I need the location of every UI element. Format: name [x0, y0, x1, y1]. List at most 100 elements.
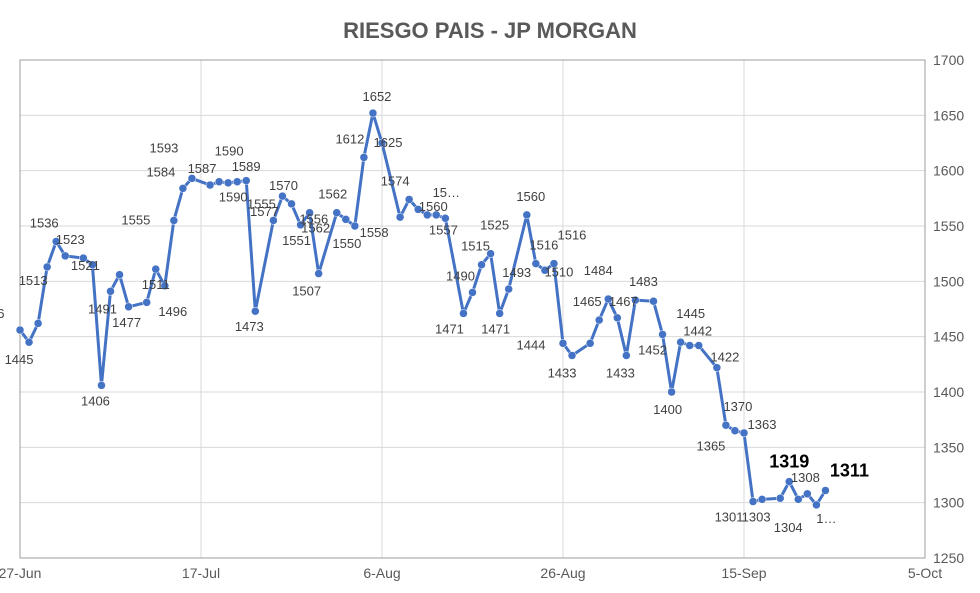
data-marker: [34, 319, 42, 327]
data-marker: [242, 177, 250, 185]
data-marker: [459, 309, 467, 317]
x-tick-label: 5-Oct: [908, 565, 942, 581]
x-tick-label: 6-Aug: [363, 565, 400, 581]
data-label: 1507: [292, 284, 321, 299]
chart-title: RIESGO PAIS - JP MORGAN: [343, 18, 637, 43]
data-label: 1513: [19, 273, 48, 288]
data-marker: [722, 421, 730, 429]
data-label: 1490: [446, 268, 475, 283]
data-marker: [233, 178, 241, 186]
data-label: 1558: [360, 225, 389, 240]
data-marker: [469, 288, 477, 296]
data-label: 1308: [791, 470, 820, 485]
data-label: 1550: [332, 236, 361, 251]
data-label: 15…: [433, 185, 460, 200]
data-marker: [278, 192, 286, 200]
data-marker: [812, 501, 820, 509]
data-label: 1562: [318, 187, 347, 202]
data-label: 1422: [710, 350, 739, 365]
data-marker: [170, 216, 178, 224]
y-tick-label: 1400: [933, 384, 964, 400]
data-marker: [369, 109, 377, 117]
x-tick-label: 17-Jul: [182, 565, 220, 581]
data-marker: [143, 298, 151, 306]
data-marker: [650, 297, 658, 305]
data-label: 1521: [71, 258, 100, 273]
data-label: 1515: [461, 239, 490, 254]
y-tick-label: 1650: [933, 107, 964, 123]
data-label: 1590: [219, 190, 248, 205]
data-marker: [523, 211, 531, 219]
data-label: 1433: [548, 365, 577, 380]
data-marker: [505, 285, 513, 293]
data-marker: [16, 326, 24, 334]
data-marker: [215, 178, 223, 186]
data-label: 1493: [502, 265, 531, 280]
data-marker: [441, 214, 449, 222]
data-label: 1456: [0, 306, 4, 321]
data-label: 1477: [112, 315, 141, 330]
data-marker: [695, 342, 703, 350]
data-marker: [360, 153, 368, 161]
data-marker: [405, 195, 413, 203]
data-marker: [794, 495, 802, 503]
data-label: 1593: [149, 140, 178, 155]
chart-container: 1250130013501400145015001550160016501700…: [0, 0, 980, 593]
data-label: 1556: [299, 211, 328, 226]
data-marker: [107, 287, 115, 295]
data-label: 1445: [676, 306, 705, 321]
data-marker: [224, 179, 232, 187]
data-marker: [25, 338, 33, 346]
data-label: 1301: [715, 510, 744, 525]
data-label: 1406: [81, 393, 110, 408]
data-label: 1484: [584, 263, 613, 278]
y-tick-label: 1450: [933, 329, 964, 345]
data-marker: [622, 351, 630, 359]
data-label: 1612: [335, 131, 364, 146]
data-marker: [659, 330, 667, 338]
data-marker: [125, 303, 133, 311]
data-marker: [713, 364, 721, 372]
y-tick-label: 1350: [933, 439, 964, 455]
data-marker: [342, 215, 350, 223]
data-label: 1467: [609, 294, 638, 309]
data-label: 1442: [683, 324, 712, 339]
data-marker: [559, 339, 567, 347]
data-marker: [758, 495, 766, 503]
data-label: 1365: [696, 439, 725, 454]
y-tick-label: 1250: [933, 550, 964, 566]
data-label: 1…: [816, 511, 836, 526]
data-label: 1444: [517, 337, 546, 352]
data-marker: [97, 381, 105, 389]
data-label: 1516: [557, 228, 586, 243]
data-label: 1652: [362, 89, 391, 104]
data-label: 1516: [529, 238, 558, 253]
data-marker: [568, 351, 576, 359]
data-marker: [333, 209, 341, 217]
x-tick-label: 27-Jun: [0, 565, 41, 581]
data-marker: [152, 265, 160, 273]
data-label: 1587: [188, 161, 217, 176]
data-marker: [43, 263, 51, 271]
data-label: 1560: [419, 199, 448, 214]
data-marker: [731, 427, 739, 435]
data-label: 1560: [516, 189, 545, 204]
data-marker: [803, 490, 811, 498]
y-tick-label: 1600: [933, 163, 964, 179]
data-marker: [586, 339, 594, 347]
data-label: 1536: [30, 215, 59, 230]
data-marker: [613, 314, 621, 322]
y-tick-label: 1550: [933, 218, 964, 234]
y-tick-label: 1300: [933, 495, 964, 511]
data-label: 1555: [121, 212, 150, 227]
data-label: 1400: [653, 402, 682, 417]
data-label: 1590: [215, 144, 244, 159]
data-marker: [749, 498, 757, 506]
data-label: 1471: [481, 321, 510, 336]
y-tick-label: 1500: [933, 273, 964, 289]
data-marker: [351, 222, 359, 230]
data-label: 1570: [269, 178, 298, 193]
data-label: 1584: [146, 164, 175, 179]
data-label: 1525: [480, 218, 509, 233]
data-marker: [116, 271, 124, 279]
